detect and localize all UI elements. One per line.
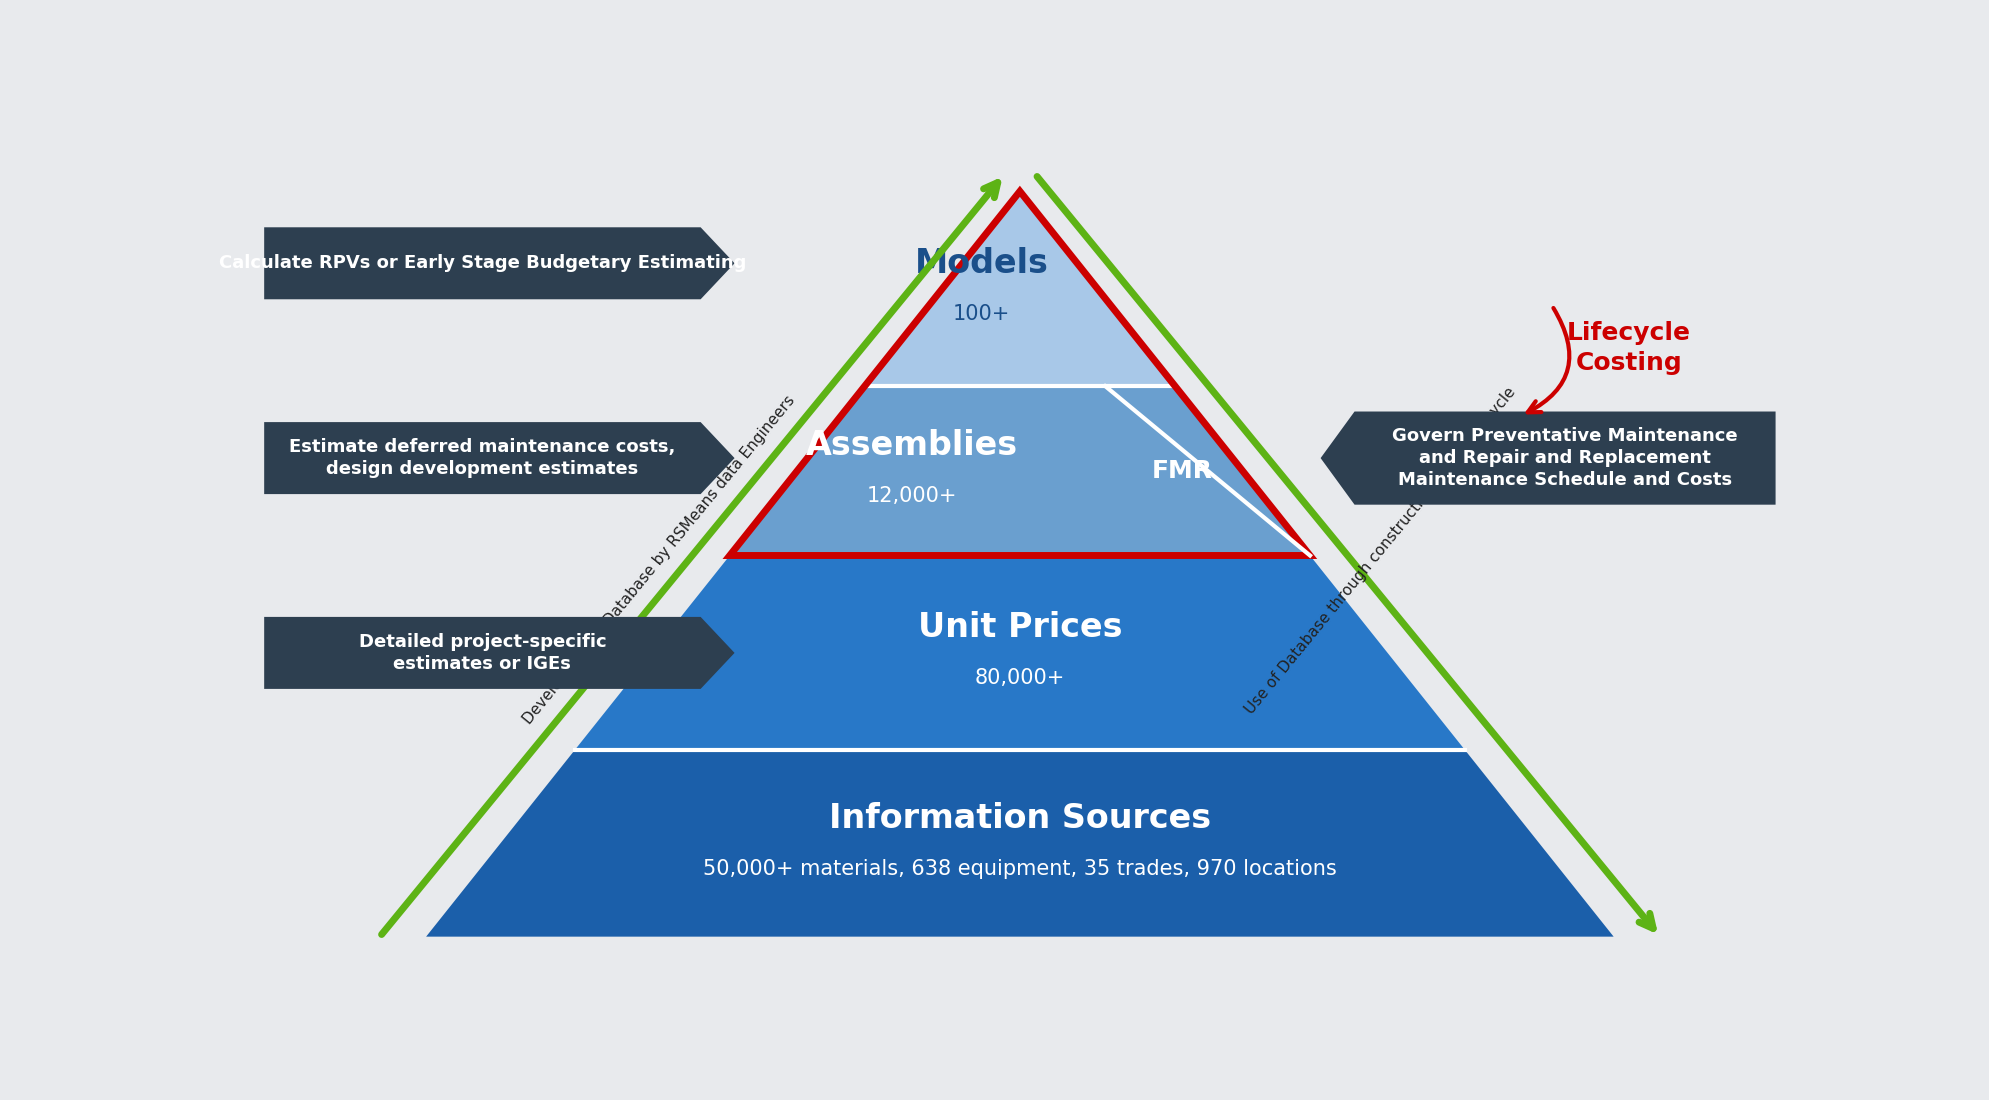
Text: Development of Database by RSMeans data Engineers: Development of Database by RSMeans data … (521, 393, 798, 727)
Polygon shape (426, 750, 1613, 937)
Text: Models: Models (913, 246, 1048, 279)
Polygon shape (265, 617, 734, 689)
Polygon shape (730, 386, 1309, 556)
Text: Assemblies: Assemblies (806, 429, 1018, 462)
Polygon shape (1321, 411, 1774, 505)
Text: 50,000+ materials, 638 equipment, 35 trades, 970 locations: 50,000+ materials, 638 equipment, 35 tra… (702, 859, 1337, 879)
Text: FMR: FMR (1152, 459, 1211, 483)
Polygon shape (575, 556, 1464, 750)
FancyArrowPatch shape (1528, 308, 1569, 412)
Text: Detailed project-specific
estimates or IGEs: Detailed project-specific estimates or I… (358, 632, 607, 673)
Text: Estimate deferred maintenance costs,
design development estimates: Estimate deferred maintenance costs, des… (288, 438, 674, 478)
Text: 100+: 100+ (953, 304, 1010, 324)
Text: 12,000+: 12,000+ (867, 486, 957, 506)
Text: Unit Prices: Unit Prices (917, 610, 1122, 643)
Text: 80,000+: 80,000+ (975, 669, 1064, 689)
Text: Govern Preventative Maintenance
and Repair and Replacement
Maintenance Schedule : Govern Preventative Maintenance and Repa… (1392, 427, 1736, 490)
Text: Lifecycle
Costing: Lifecycle Costing (1565, 321, 1691, 375)
Text: Use of Database through construction project lifecycle: Use of Database through construction pro… (1241, 385, 1518, 717)
Text: Calculate RPVs or Early Stage Budgetary Estimating: Calculate RPVs or Early Stage Budgetary … (219, 254, 746, 273)
Polygon shape (265, 228, 734, 299)
Polygon shape (265, 422, 734, 494)
Polygon shape (865, 191, 1174, 386)
Text: Information Sources: Information Sources (827, 802, 1211, 835)
